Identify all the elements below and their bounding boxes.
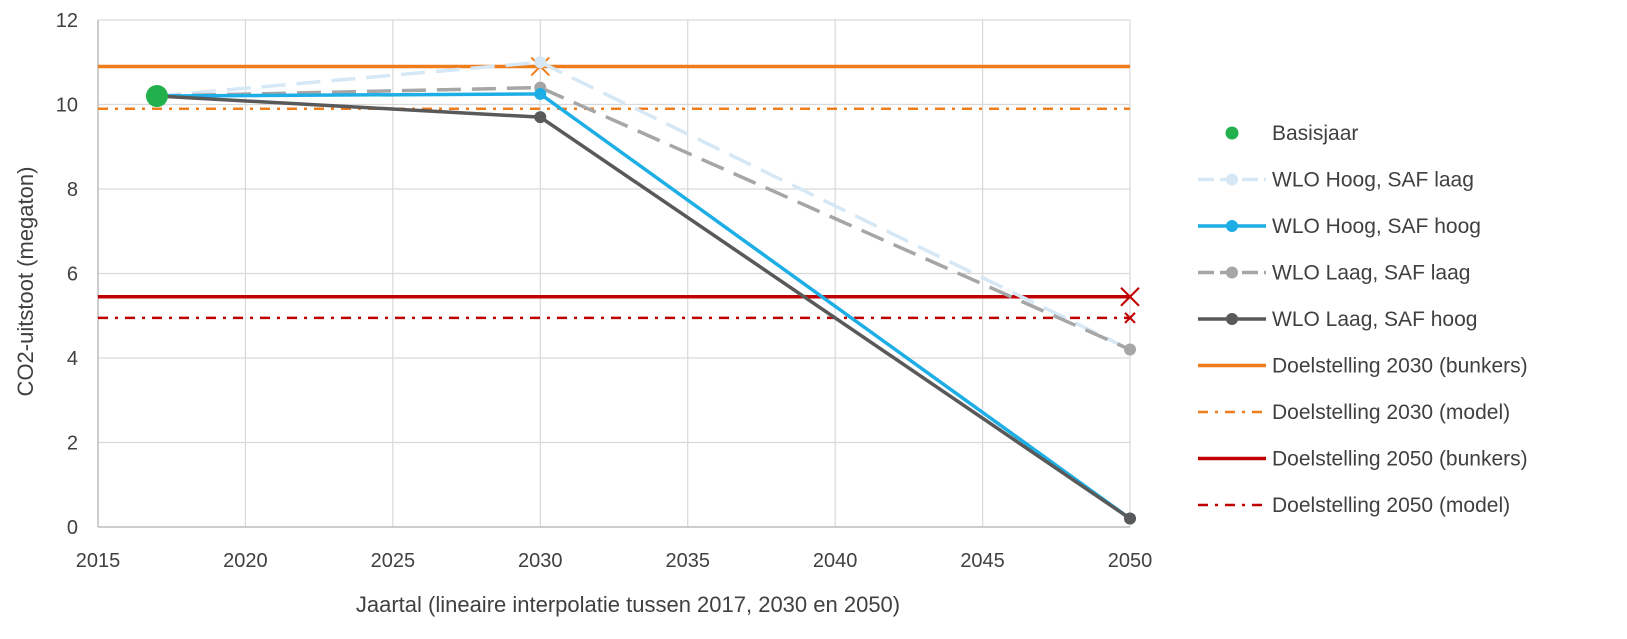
line-wlo-laag-saf-laag: [156, 85, 1131, 352]
x-tick-label: 2020: [223, 550, 268, 572]
legend-label: WLO Hoog, SAF hoog: [1272, 215, 1481, 238]
legend-label: Basisjaar: [1272, 122, 1358, 145]
legend: Basisjaar WLO Hoog, SAF laag WLO Hoog, SAF…: [1198, 122, 1528, 517]
point-wlo-hoog-saf-hoog: [534, 87, 547, 100]
legend-item-doelstelling-2030-bunkers: Doelstelling 2030 (bunkers): [1198, 355, 1528, 378]
legend-label: WLO Hoog, SAF laag: [1272, 169, 1474, 192]
point-wlo-laag-saf-laag: [1124, 343, 1136, 356]
y-tick-label: 12: [56, 10, 78, 32]
y-tick-label: 8: [67, 179, 78, 201]
legend-marker-wlo-hoog-saf-hoog: [1226, 220, 1238, 232]
legend-label: WLO Laag, SAF hoog: [1272, 308, 1477, 331]
marker-doelstelling-2050-model: [1124, 312, 1136, 324]
legend-item-doelstelling-2030-model: Doelstelling 2030 (model): [1198, 401, 1510, 424]
legend-item-wlo-laag-saf-hoog: WLO Laag, SAF hoog: [1198, 308, 1477, 331]
cross-stroke: [1120, 287, 1140, 307]
series-layer: [98, 56, 1140, 525]
marker-doelstelling-2050-bunkers: [1120, 287, 1140, 307]
y-tick-label: 10: [56, 95, 78, 117]
x-tick-label: 2015: [76, 550, 121, 572]
legend-marker-wlo-laag-saf-hoog: [1226, 313, 1238, 325]
legend-item-wlo-laag-saf-laag: WLO Laag, SAF laag: [1198, 262, 1470, 285]
line-wlo-laag-saf-hoog: [156, 94, 1131, 520]
point-wlo-laag-saf-hoog: [1124, 512, 1136, 525]
legend-marker-wlo-laag-saf-laag: [1226, 266, 1238, 279]
y-tick-label: 4: [67, 348, 78, 370]
point-basisjaar: [145, 85, 168, 108]
tick-labels: 0 2 4 6 8 10 12 2015 2020 2025 2030 2035 2040 2045 205…: [56, 10, 1153, 572]
point-wlo-hoog-saf-laag: [534, 56, 547, 69]
legend-label: WLO Laag, SAF laag: [1272, 262, 1470, 285]
y-axis-label: CO2-uitstoot (megaton): [13, 167, 38, 397]
legend-label: Doelstelling 2030 (model): [1272, 401, 1510, 424]
x-tick-label: 2040: [813, 550, 858, 572]
legend-label: Doelstelling 2050 (model): [1272, 494, 1510, 517]
legend-item-doelstelling-2050-model: Doelstelling 2050 (model): [1198, 494, 1510, 517]
legend-item-basisjaar: Basisjaar: [1225, 122, 1358, 145]
y-tick-label: 2: [67, 433, 78, 455]
legend-marker-wlo-hoog-saf-laag: [1226, 173, 1238, 186]
line-wlo-hoog-saf-hoog: [156, 92, 1132, 520]
point-wlo-laag-saf-hoog: [534, 111, 547, 124]
legend-item-doelstelling-2050-bunkers: Doelstelling 2050 (bunkers): [1198, 448, 1528, 471]
x-tick-label: 2050: [1108, 550, 1153, 572]
x-axis-label: Jaartal (lineaire interpolatie tussen 20…: [356, 592, 900, 617]
axes: [97, 20, 1130, 528]
x-tick-label: 2035: [665, 550, 710, 572]
x-tick-label: 2025: [371, 550, 416, 572]
y-tick-label: 6: [67, 264, 78, 286]
grid: [97, 19, 1131, 528]
legend-label: Doelstelling 2050 (bunkers): [1272, 448, 1528, 471]
legend-label: Doelstelling 2030 (bunkers): [1272, 355, 1528, 378]
x-tick-label: 2030: [518, 550, 563, 572]
legend-item-wlo-hoog-saf-hoog: WLO Hoog, SAF hoog: [1198, 215, 1481, 238]
x-tick-label: 2045: [960, 550, 1005, 572]
legend-item-wlo-hoog-saf-laag: WLO Hoog, SAF laag: [1198, 169, 1474, 192]
line-wlo-hoog-saf-laag: [156, 60, 1131, 352]
cross-stroke: [1124, 312, 1136, 324]
legend-symbol-basisjaar: [1225, 126, 1239, 140]
y-tick-label: 0: [67, 517, 78, 539]
